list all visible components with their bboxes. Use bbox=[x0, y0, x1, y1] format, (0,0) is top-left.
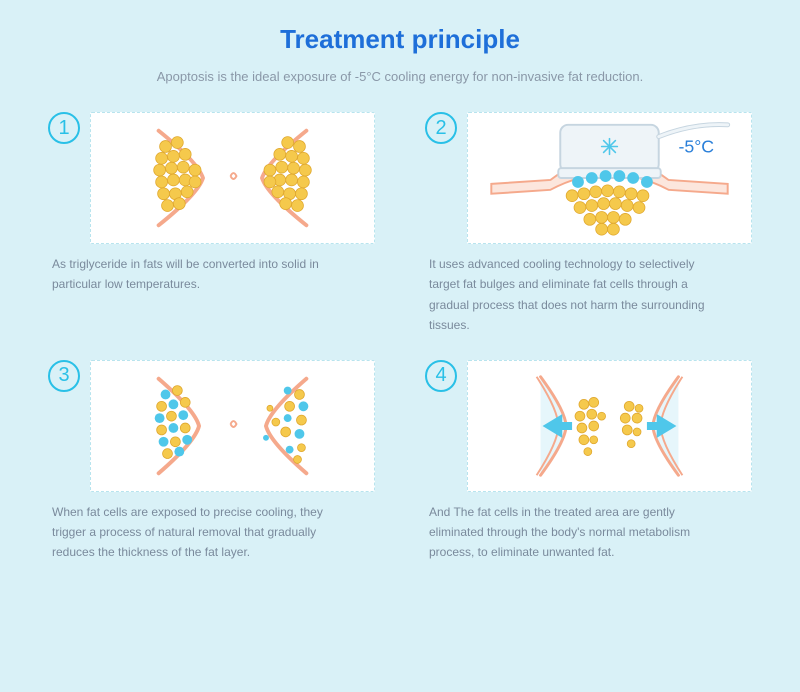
step-1-illustration bbox=[90, 112, 375, 244]
step-2: 2 bbox=[425, 112, 752, 336]
step-1: 1 bbox=[48, 112, 375, 336]
step-1-desc: As triglyceride in fats will be converte… bbox=[48, 254, 348, 295]
page-subtitle: Apoptosis is the ideal exposure of -5°C … bbox=[48, 69, 752, 84]
step-2-illustration: -5°C bbox=[467, 112, 752, 244]
step-number-1: 1 bbox=[48, 112, 80, 144]
step-3: 3 bbox=[48, 360, 375, 563]
step-number-4: 4 bbox=[425, 360, 457, 392]
temperature-label: -5°C bbox=[678, 136, 714, 156]
steps-grid: 1 bbox=[48, 112, 752, 563]
step-4-desc: And The fat cells in the treated area ar… bbox=[425, 502, 725, 563]
step-3-illustration bbox=[90, 360, 375, 492]
page-title: Treatment principle bbox=[48, 24, 752, 55]
step-number-3: 3 bbox=[48, 360, 80, 392]
step-4-illustration bbox=[467, 360, 752, 492]
step-number-2: 2 bbox=[425, 112, 457, 144]
step-4: 4 bbox=[425, 360, 752, 563]
step-3-desc: When fat cells are exposed to precise co… bbox=[48, 502, 348, 563]
step-2-desc: It uses advanced cooling technology to s… bbox=[425, 254, 725, 336]
